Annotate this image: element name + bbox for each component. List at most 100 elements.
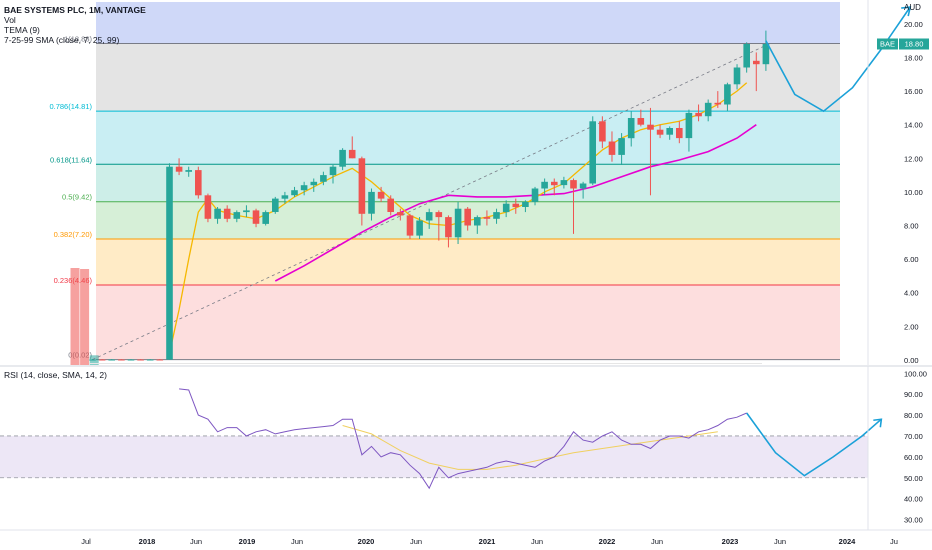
rsi-projection-path[interactable] [746,412,882,477]
candle-body [704,102,712,117]
candle-body [666,128,673,135]
price-tick-label: 12.00 [904,154,923,163]
fib-label: 0.618(11.64) [50,155,92,164]
time-axis-label: Ju [890,537,898,546]
price-tick-label: 6.00 [904,255,919,264]
rsi-projection-arrowhead [873,418,883,428]
time-axis-label: Jul [81,537,91,546]
candle-body [137,359,144,361]
price-badge [899,38,929,50]
dashed-trend-line[interactable] [92,43,771,360]
sma-line [274,124,757,282]
candle-body [214,208,221,219]
fib-label: 0.5(9.42) [62,193,93,202]
fib-zone [96,111,840,165]
fib-zone [96,2,840,44]
candle-body [368,191,375,214]
candle-body [348,149,356,159]
ticker-badge [877,38,898,50]
candle-body [127,359,135,361]
candle-body [185,170,192,172]
candle-body [300,185,308,191]
price-tick-label: 4.00 [904,289,919,298]
candle-body [579,183,587,189]
candle-body [272,198,279,212]
rsi-tick-label: 70.00 [904,432,923,441]
candle-body [320,175,327,182]
rsi-band [0,435,868,478]
candle-body [425,212,433,221]
candle-body [753,60,760,65]
candle-body [377,191,385,199]
candle-body [339,149,346,167]
time-axis-label: 2019 [239,537,256,546]
sma-legend[interactable]: 7-25-99 SMA (close, 7, 25, 99) [4,35,120,45]
candle-body [551,181,558,186]
candle-body [204,195,212,219]
candle-body [146,359,154,361]
candle-body [243,210,250,213]
tema-legend[interactable]: TEMA (9) [4,25,40,35]
candle-body [685,112,693,139]
candle-body [541,181,548,189]
time-axis-label: 2020 [358,537,375,546]
rsi-tick-label: 100.00 [904,369,927,378]
candle-body [435,212,443,218]
rsi-axis-ticks: 100.00 90.00 80.00 70.00 60.00 50.00 40.00 30.0… [904,369,927,524]
candle-body [195,170,202,196]
candlesticks [89,30,770,361]
candle-body [252,210,260,224]
chart-title[interactable]: BAE SYSTEMS PLC, 1M, VANTAGE [4,5,146,15]
vol-legend[interactable]: Vol [4,15,16,25]
candle-body [416,220,423,236]
rsi-line [179,388,747,490]
time-axis-label: 2023 [722,537,739,546]
price-tick-label: 0.00 [904,356,919,365]
candle-body [108,359,115,361]
candle-body [733,67,741,85]
candle-body [637,118,645,125]
candle-body [406,215,414,236]
candle-body [454,208,462,238]
candle-body [98,359,106,361]
fib-zone [96,239,840,285]
rsi-legend[interactable]: RSI (14, close, SMA, 14, 2) [4,370,107,380]
time-axis-label: Jun [651,537,663,546]
time-axis-label: 2022 [599,537,616,546]
time-axis-label: Jun [410,537,422,546]
candle-body [502,203,510,213]
volume-bar [80,269,90,365]
currency-label: AUD [904,3,921,12]
time-axis-label: 2018 [139,537,156,546]
price-badge-text: 18.80 [905,40,924,49]
candle-body [483,217,491,219]
candle-body [223,208,231,219]
candle-body [397,212,404,216]
candle-body [714,102,722,105]
rsi-tick-label: 60.00 [904,453,923,462]
price-axis-ticks: 20.00 18.00 16.00 14.00 12.00 10.00 8.00 6.00 4.… [904,20,923,365]
last-price-badge: BAE 18.80 [877,38,929,50]
price-tick-label: 10.00 [904,188,923,197]
rsi-tick-label: 40.00 [904,495,923,504]
candle-body [589,121,596,184]
candle-body [724,84,731,105]
candle-body [531,188,539,202]
candle-body [291,190,298,196]
fib-label: 0.786(14.81) [49,102,92,111]
rsi-ma-line [342,425,718,470]
fib-zone [96,43,840,112]
candle-body [560,180,568,186]
volume-bars [70,268,99,365]
time-axis-label: Jun [531,537,543,546]
time-axis-label: Jun [774,537,786,546]
candle-body [762,44,770,65]
price-tick-label: 18.00 [904,54,923,63]
candle-body [262,212,269,224]
fib-zone [96,164,840,202]
ticker-badge-text: BAE [880,40,895,49]
candle-body [175,166,183,172]
candle-body [627,118,635,139]
candle-body [608,141,616,155]
